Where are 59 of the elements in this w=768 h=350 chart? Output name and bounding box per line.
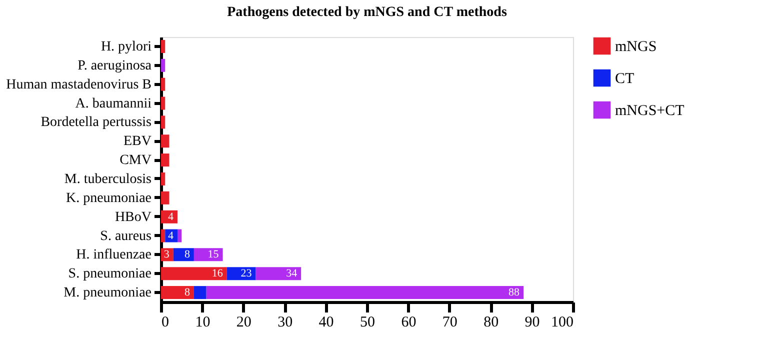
chart-title: Pathogens detected by mNGS and CT methods [227, 5, 508, 20]
bar [256, 267, 302, 280]
annotation: 34 [286, 268, 298, 280]
bar [173, 248, 194, 262]
bar [161, 96, 166, 110]
y-tick-label: S. aureus [100, 228, 152, 244]
y-tick-label: S. pneumoniae [68, 266, 152, 282]
x-tick-label: 70 [442, 314, 458, 330]
x-tick-label: 100 [551, 314, 574, 330]
y-tick-label: M. tuberculosis [64, 172, 152, 187]
bar [194, 286, 206, 300]
annotation: 15 [208, 248, 220, 261]
x-tick-label: 10 [195, 314, 210, 330]
bar [226, 267, 256, 280]
legend-label: mNGS [615, 39, 657, 55]
bar [161, 229, 166, 242]
bar [161, 116, 166, 129]
x-tick-label: 40 [318, 314, 334, 330]
y-tick-label: A. baumannii [75, 96, 152, 112]
legend-label: CT [615, 71, 634, 87]
bar [161, 210, 178, 224]
bar [177, 229, 182, 242]
annotation: 23 [240, 268, 252, 280]
annotation: 16 [212, 268, 224, 280]
bar [161, 267, 227, 280]
y-tick-label: H. pylori [100, 39, 152, 54]
bar [206, 286, 524, 300]
x-tick-label: 50 [360, 314, 375, 330]
x-tick-label: 80 [484, 314, 499, 330]
bar [161, 78, 166, 91]
legend-label: mNGS+CT [615, 103, 684, 119]
bar [161, 40, 166, 53]
annotation: 8 [184, 286, 190, 299]
y-tick-label: Bordetella pertussis [40, 115, 152, 130]
y-tick-label: Human mastadenovirus B [6, 77, 152, 92]
bar [194, 248, 223, 262]
y-tick-label: M. pneumoniae [64, 286, 152, 301]
annotation: 3 [164, 248, 170, 261]
x-tick-label: 60 [401, 314, 416, 330]
y-tick-label: P. aeruginosa [78, 58, 152, 74]
bar [161, 58, 166, 72]
x-tick-label: 0 [162, 314, 169, 330]
bar [161, 134, 170, 148]
x-tick-label: 20 [236, 314, 252, 330]
y-tick-label: HBoV [114, 210, 152, 225]
bar [161, 172, 166, 186]
bar [161, 154, 170, 167]
bar [161, 191, 170, 204]
annotation: 8 [184, 248, 190, 261]
y-tick-label: K. pneumoniae [66, 190, 152, 206]
annotation: 88 [508, 286, 520, 299]
annotation: 4 [168, 210, 174, 223]
x-tick-label: 30 [278, 314, 293, 330]
annotation: 4 [168, 230, 174, 242]
bar [161, 286, 194, 300]
y-tick-label: CMV [120, 153, 152, 168]
y-tick-label: H. influenzae [76, 248, 152, 263]
y-tick-label: EBV [124, 134, 152, 150]
x-tick-label: 90 [524, 314, 540, 330]
